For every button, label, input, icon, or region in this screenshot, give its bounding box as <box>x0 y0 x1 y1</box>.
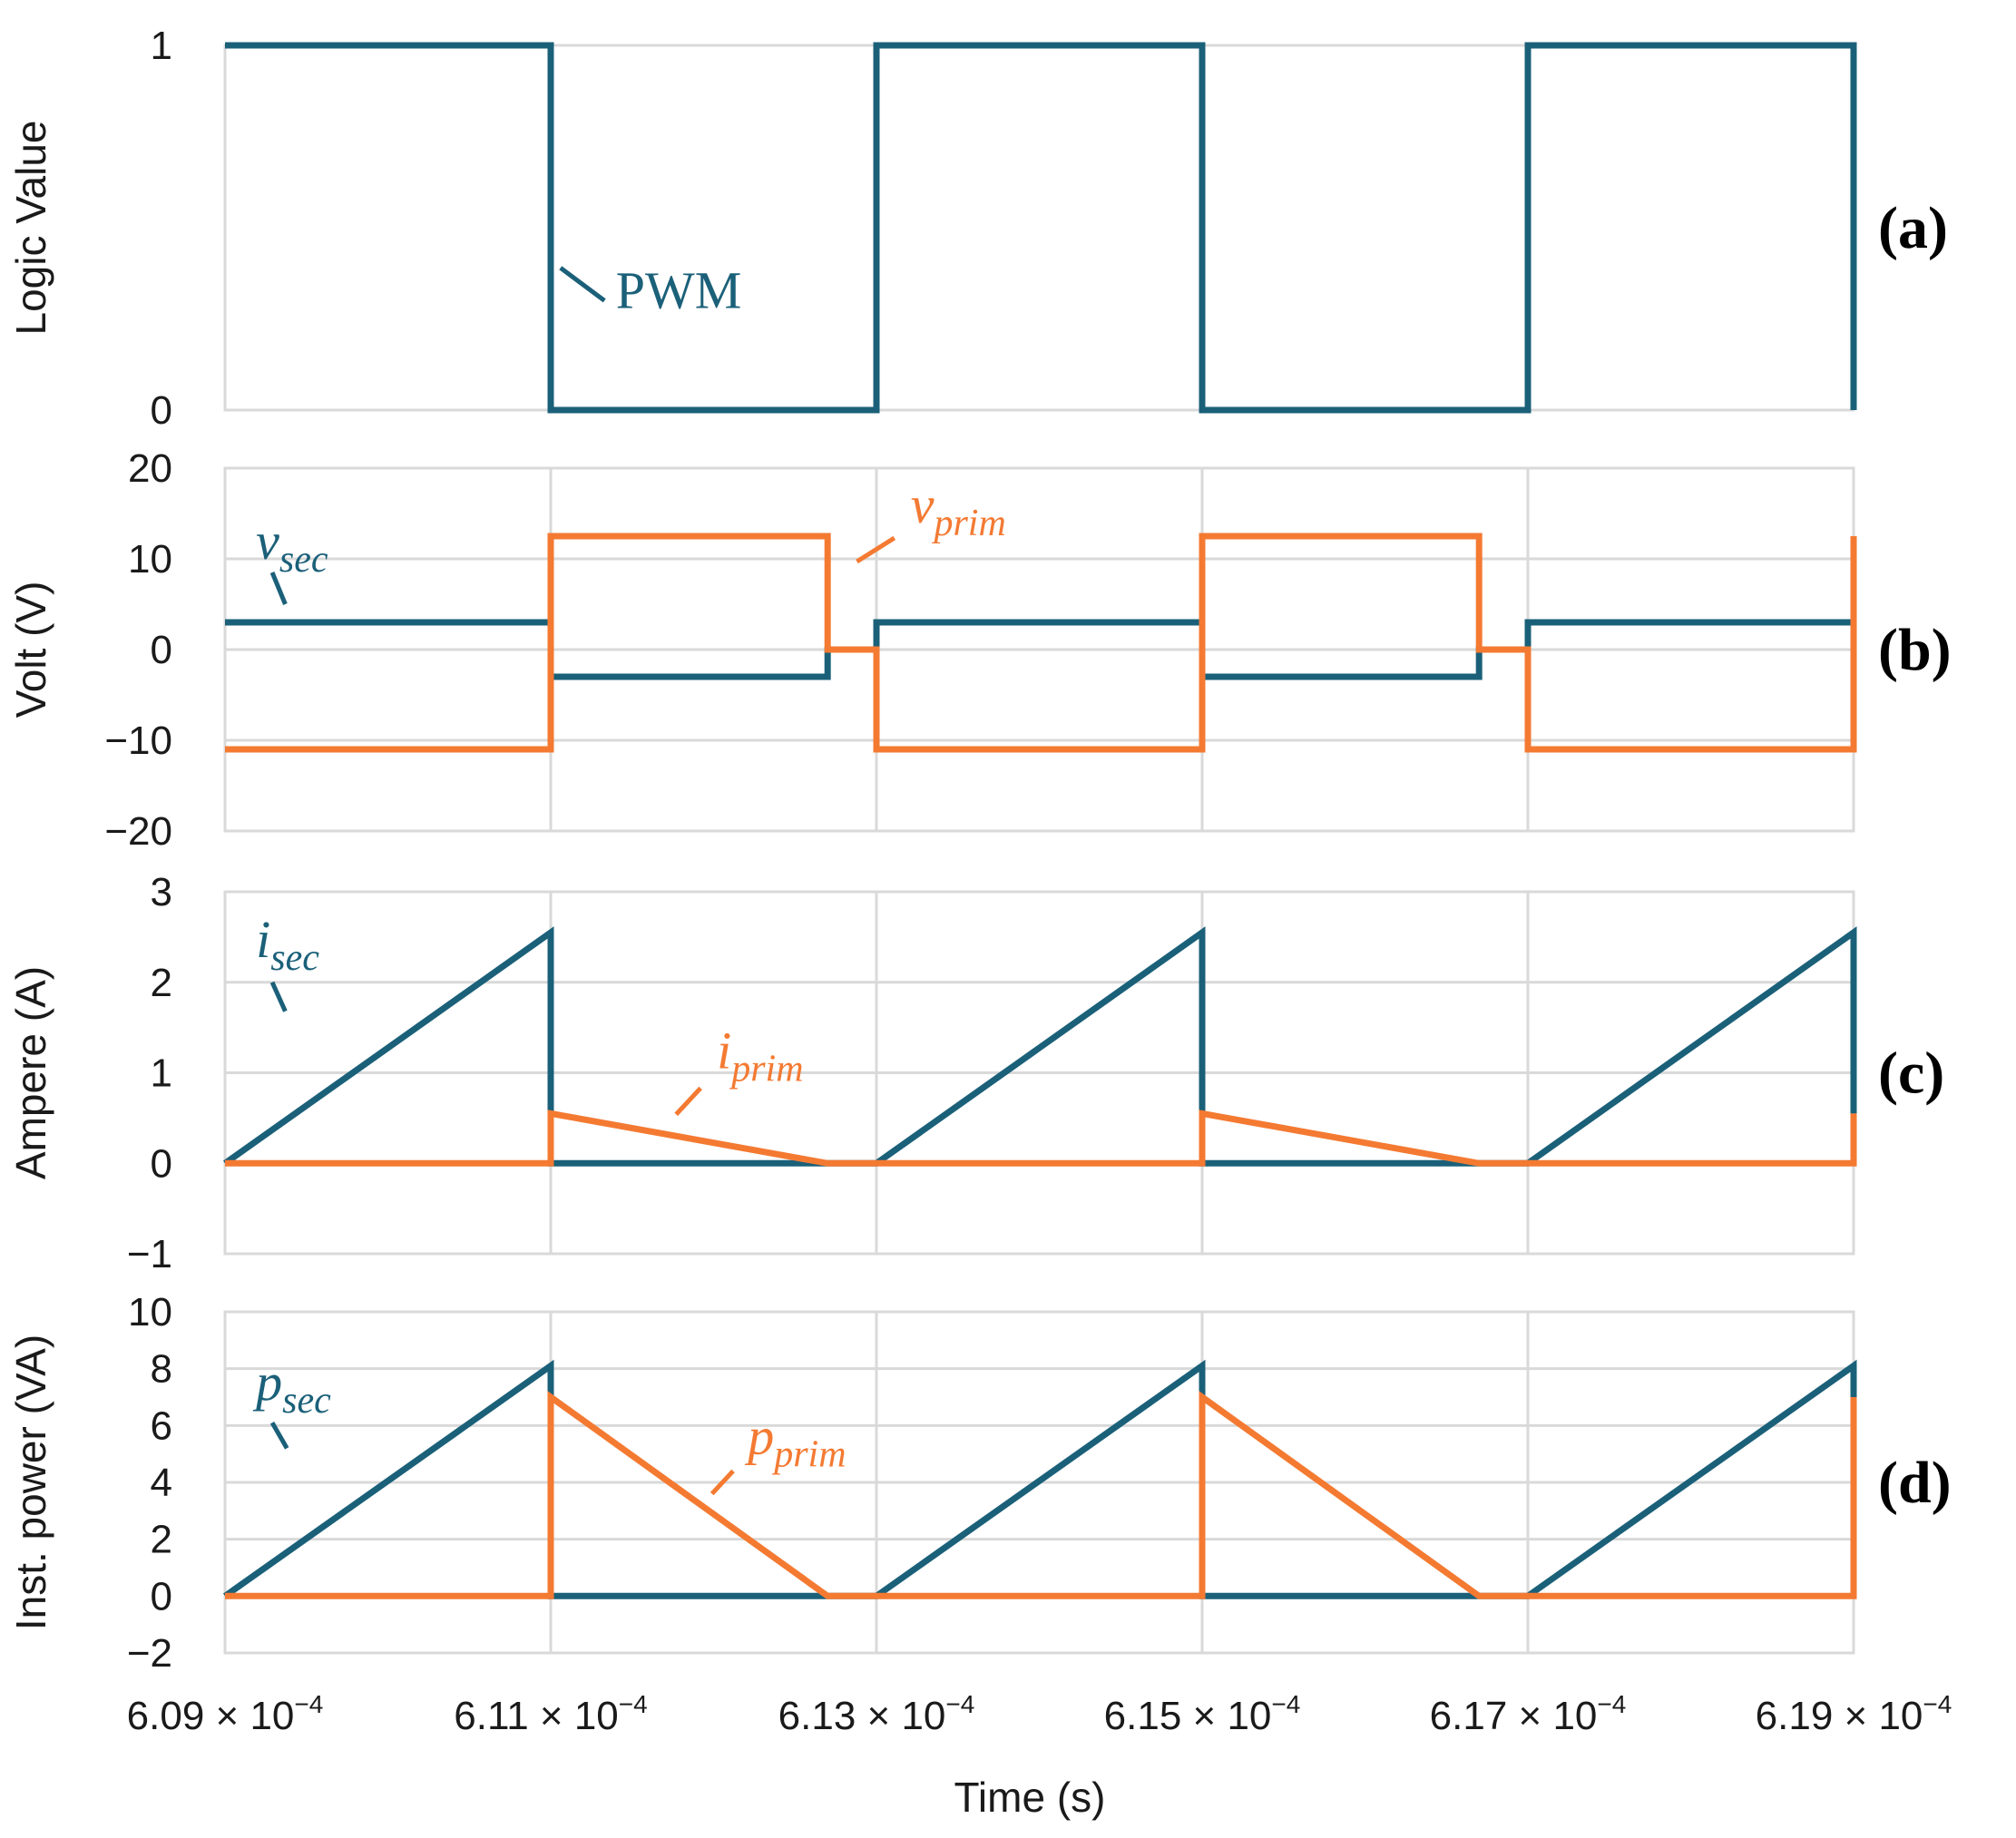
ytick-label-b-1: −10 <box>104 719 172 763</box>
ytick-label-c-1: 0 <box>151 1141 172 1186</box>
annotation-label-c-0: isec <box>256 910 319 979</box>
ytick-label-a-0: 0 <box>151 388 172 433</box>
annotation-label-d-1: pprim <box>744 1407 846 1476</box>
x-axis-label: Time (s) <box>954 1774 1106 1821</box>
ytick-label-d-0: −2 <box>127 1631 172 1676</box>
ytick-label-b-3: 10 <box>128 537 172 582</box>
series-PWM-line <box>225 42 1857 414</box>
xtick-label-4: 6.17 × 10−4 <box>1430 1690 1627 1738</box>
annotation-leader-c-0 <box>269 981 288 1012</box>
series-p-prim-line <box>225 1391 1857 1599</box>
annotation-label-a-0: PWM <box>616 260 742 319</box>
ytick-label-c-0: −1 <box>127 1232 172 1276</box>
xtick-label-0: 6.09 × 10−4 <box>127 1690 324 1738</box>
annotation-leader-c-1 <box>674 1086 702 1117</box>
ytick-label-c-3: 2 <box>151 961 172 1005</box>
annotation-leader-a-0 <box>559 266 606 303</box>
x-axis-ticks: 6.09 × 10−4 6.11 × 10−4 6.13 × 10−4 6.15 × … <box>127 1690 1952 1738</box>
annotation-label-c-1: iprim <box>717 1022 803 1090</box>
ytick-label-d-3: 4 <box>151 1461 172 1505</box>
y-axis-label-c: Ampere (A) <box>7 966 54 1179</box>
panel-a: 0 1 Logic Value (a) PWM <box>7 24 1948 433</box>
ytick-label-d-6: 10 <box>128 1290 172 1335</box>
annotation-label-b-1: vprim <box>911 475 1006 544</box>
series-p-sec-line <box>222 1359 1857 1599</box>
ytick-label-c-4: 3 <box>151 870 172 914</box>
series-i-sec-line <box>222 926 1857 1167</box>
panel-label-c: (c) <box>1878 1041 1944 1107</box>
series-v-prim-line <box>225 533 1857 753</box>
y-axis-label-b: Volt (V) <box>7 582 54 719</box>
panel-label-d: (d) <box>1878 1450 1952 1516</box>
ytick-label-b-0: −20 <box>104 809 172 854</box>
y-axis-label-d: Inst. power (VA) <box>7 1335 54 1630</box>
xtick-label-1: 6.11 × 10−4 <box>454 1690 647 1738</box>
annotation-leader-d-0 <box>269 1421 289 1450</box>
ytick-label-d-4: 6 <box>151 1403 172 1448</box>
series-i-prim-line <box>225 1110 1857 1167</box>
panel-label-b: (b) <box>1878 617 1952 683</box>
ytick-label-a-1: 1 <box>151 24 172 68</box>
ytick-label-b-4: 20 <box>128 446 172 491</box>
xtick-label-3: 6.15 × 10−4 <box>1104 1690 1301 1738</box>
panel-d: −2 0 2 4 6 8 10 Inst. power (VA) (d) psec pprim <box>7 1290 1952 1676</box>
panel-label-a: (a) <box>1878 195 1948 261</box>
ytick-label-c-2: 1 <box>151 1051 172 1096</box>
xtick-label-5: 6.19 × 10−4 <box>1756 1690 1952 1738</box>
plot-frame-a <box>223 44 1855 412</box>
ytick-label-d-1: 0 <box>151 1574 172 1618</box>
ytick-label-d-5: 8 <box>151 1347 172 1392</box>
annotation-leader-d-1 <box>710 1469 735 1496</box>
annotation-leader-b-1 <box>856 535 896 564</box>
ytick-label-b-2: 0 <box>151 628 172 672</box>
y-axis-label-a: Logic Value <box>7 121 54 336</box>
annotation-leader-b-0 <box>269 572 288 605</box>
panel-c: −1 0 1 2 3 Ampere (A) (c) isec iprim <box>7 870 1944 1276</box>
ytick-label-d-2: 2 <box>151 1518 172 1562</box>
annotation-label-d-0: psec <box>252 1353 331 1422</box>
annotation-label-b-0: vsec <box>256 512 328 581</box>
panel-b: −20 −10 0 10 20 Volt (V) (b) vsec vprim <box>7 446 1952 854</box>
xtick-label-2: 6.13 × 10−4 <box>778 1690 975 1738</box>
